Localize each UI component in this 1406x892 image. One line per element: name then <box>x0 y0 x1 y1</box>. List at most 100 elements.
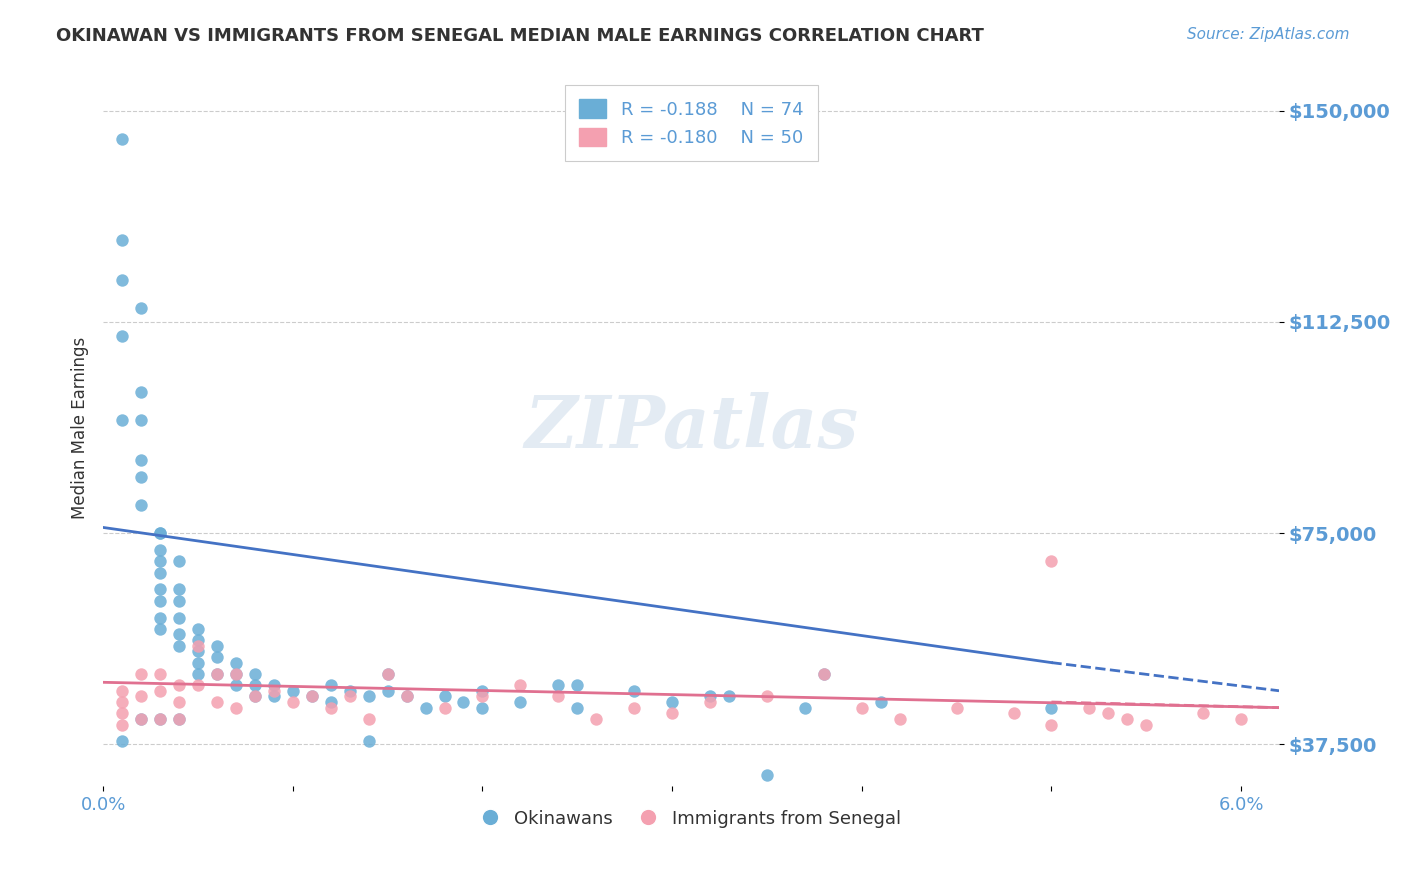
Point <box>869 695 891 709</box>
Point <box>661 706 683 721</box>
Point <box>471 700 494 714</box>
Point <box>129 666 152 681</box>
Point <box>889 712 911 726</box>
Point <box>111 717 134 731</box>
Text: OKINAWAN VS IMMIGRANTS FROM SENEGAL MEDIAN MALE EARNINGS CORRELATION CHART: OKINAWAN VS IMMIGRANTS FROM SENEGAL MEDI… <box>56 27 984 45</box>
Point <box>243 666 266 681</box>
Point <box>339 690 361 704</box>
Point <box>167 695 190 709</box>
Point <box>149 610 172 624</box>
Point <box>433 690 456 704</box>
Point <box>1097 706 1119 721</box>
Point <box>945 700 967 714</box>
Point <box>395 690 418 704</box>
Point <box>187 666 209 681</box>
Point <box>205 639 228 653</box>
Point <box>167 582 190 597</box>
Point <box>205 666 228 681</box>
Point <box>149 554 172 568</box>
Point <box>187 639 209 653</box>
Y-axis label: Median Male Earnings: Median Male Earnings <box>72 336 89 518</box>
Point <box>187 622 209 636</box>
Point <box>149 666 172 681</box>
Point <box>187 678 209 692</box>
Point <box>755 690 778 704</box>
Point <box>661 695 683 709</box>
Point <box>301 690 323 704</box>
Point <box>377 666 399 681</box>
Point <box>129 385 152 400</box>
Point <box>225 678 247 692</box>
Point <box>319 678 342 692</box>
Point <box>377 683 399 698</box>
Point <box>851 700 873 714</box>
Point <box>167 593 190 607</box>
Point <box>149 712 172 726</box>
Point <box>509 695 531 709</box>
Point <box>149 712 172 726</box>
Point <box>1040 717 1063 731</box>
Point <box>167 678 190 692</box>
Point <box>111 734 134 748</box>
Point <box>567 700 589 714</box>
Point <box>111 413 134 427</box>
Point <box>263 683 285 698</box>
Point <box>357 734 380 748</box>
Point <box>509 678 531 692</box>
Point <box>167 627 190 641</box>
Point <box>111 683 134 698</box>
Point <box>149 683 172 698</box>
Point <box>263 690 285 704</box>
Point <box>1230 712 1253 726</box>
Point <box>225 700 247 714</box>
Point <box>263 678 285 692</box>
Legend: Okinawans, Immigrants from Senegal: Okinawans, Immigrants from Senegal <box>474 803 908 835</box>
Point <box>433 700 456 714</box>
Point <box>129 498 152 512</box>
Text: Source: ZipAtlas.com: Source: ZipAtlas.com <box>1187 27 1350 42</box>
Point <box>129 712 152 726</box>
Point <box>149 622 172 636</box>
Point <box>111 706 134 721</box>
Point <box>243 690 266 704</box>
Point <box>547 690 569 704</box>
Point <box>129 469 152 483</box>
Point <box>699 695 721 709</box>
Point <box>699 690 721 704</box>
Point <box>111 132 134 146</box>
Point <box>167 712 190 726</box>
Point <box>205 650 228 665</box>
Point <box>357 712 380 726</box>
Point <box>793 700 815 714</box>
Point <box>567 678 589 692</box>
Point <box>149 566 172 580</box>
Point <box>205 666 228 681</box>
Point <box>167 712 190 726</box>
Point <box>129 453 152 467</box>
Point <box>129 413 152 427</box>
Point <box>167 610 190 624</box>
Point <box>1040 554 1063 568</box>
Point <box>1192 706 1215 721</box>
Point <box>585 712 607 726</box>
Point <box>205 695 228 709</box>
Point <box>395 690 418 704</box>
Point <box>167 554 190 568</box>
Point <box>129 690 152 704</box>
Point <box>149 526 172 541</box>
Point <box>111 233 134 247</box>
Point <box>187 633 209 648</box>
Point <box>1135 717 1157 731</box>
Point <box>111 273 134 287</box>
Point <box>129 301 152 315</box>
Point <box>717 690 740 704</box>
Point <box>1002 706 1025 721</box>
Point <box>1040 700 1063 714</box>
Point <box>243 690 266 704</box>
Point <box>377 666 399 681</box>
Point <box>319 700 342 714</box>
Point <box>415 700 437 714</box>
Point <box>187 644 209 658</box>
Point <box>225 666 247 681</box>
Point <box>129 712 152 726</box>
